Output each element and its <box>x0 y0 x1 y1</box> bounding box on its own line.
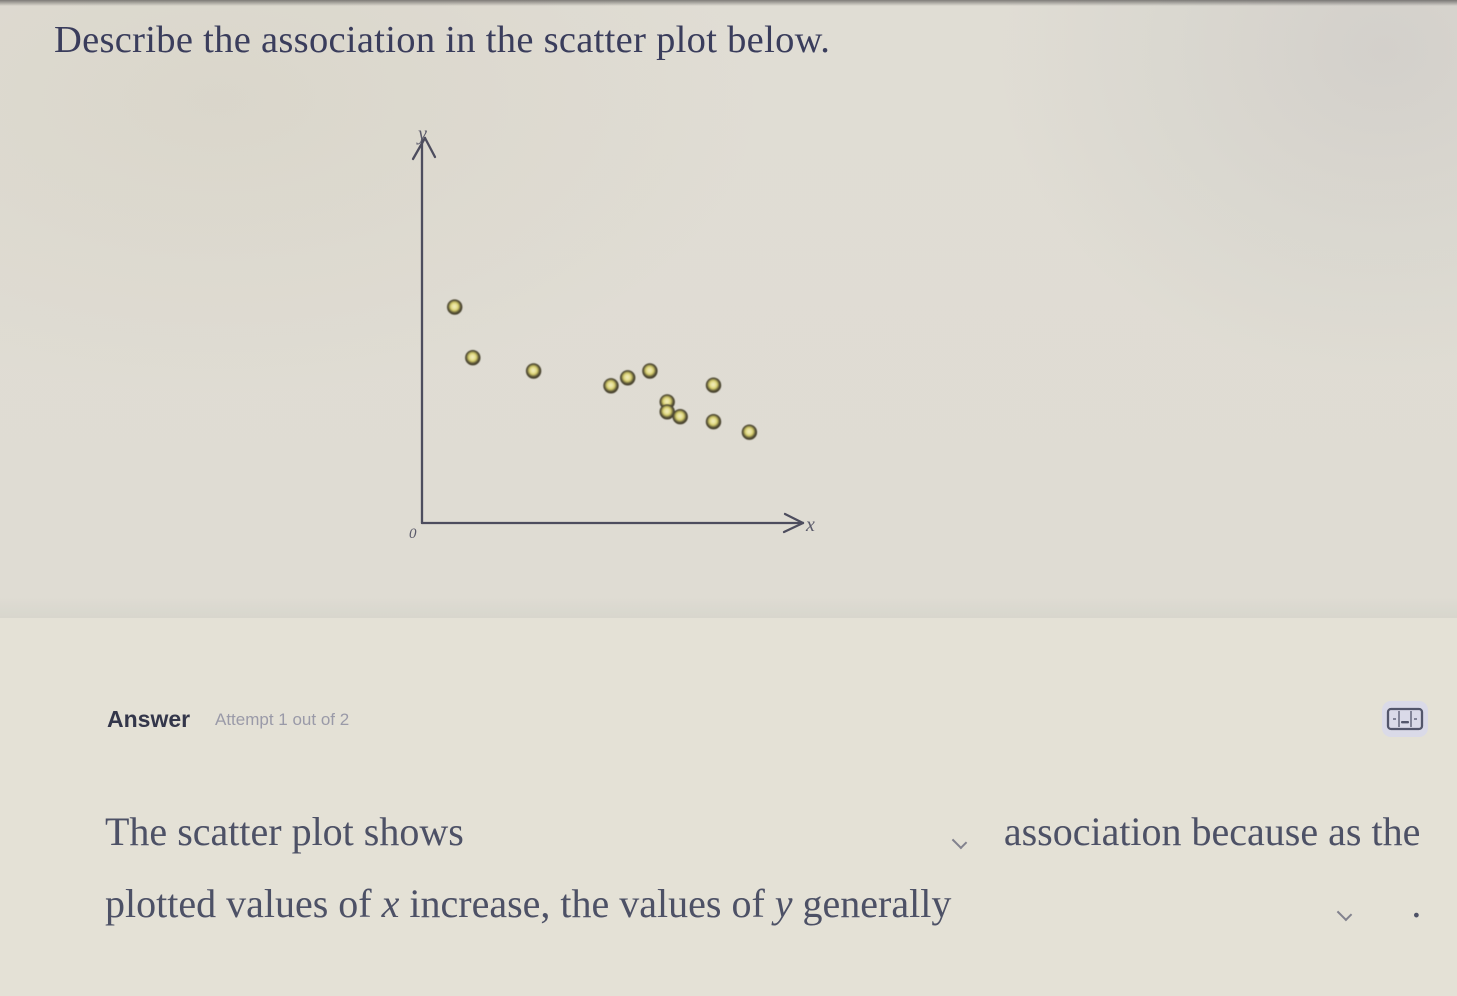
svg-text:y: y <box>416 123 427 145</box>
svg-text:0: 0 <box>409 526 417 542</box>
svg-text:x: x <box>805 514 815 536</box>
